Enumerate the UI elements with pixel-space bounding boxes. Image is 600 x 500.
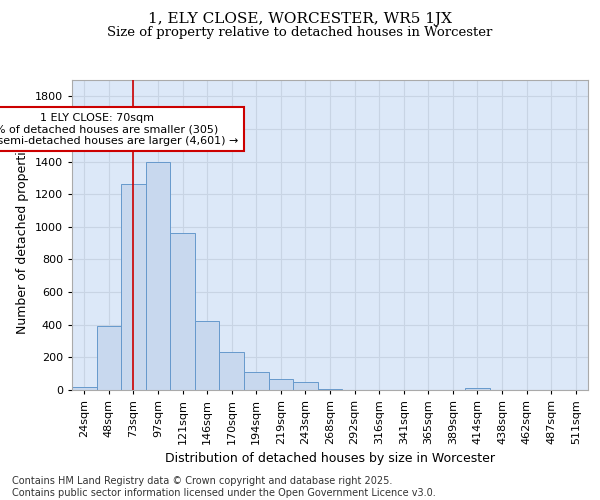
Y-axis label: Number of detached properties: Number of detached properties (16, 136, 29, 334)
Bar (465, 388, 490, 390)
Bar (195, 322, 220, 390)
Bar (97, 326, 121, 390)
Text: 1 ELY CLOSE: 70sqm
← 6% of detached houses are smaller (305)
93% of semi-detache: 1 ELY CLOSE: 70sqm ← 6% of detached hous… (0, 112, 238, 146)
Bar (318, 389, 342, 390)
Bar (146, 162, 170, 390)
X-axis label: Distribution of detached houses by size in Worcester: Distribution of detached houses by size … (165, 452, 495, 466)
Text: Contains HM Land Registry data © Crown copyright and database right 2025.
Contai: Contains HM Land Registry data © Crown c… (12, 476, 436, 498)
Bar (293, 382, 318, 390)
Text: 1, ELY CLOSE, WORCESTER, WR5 1JX: 1, ELY CLOSE, WORCESTER, WR5 1JX (148, 12, 452, 26)
Bar (121, 184, 146, 390)
Bar (269, 380, 293, 390)
Bar (220, 352, 244, 390)
Bar (170, 234, 195, 390)
Bar (244, 372, 269, 390)
Text: Size of property relative to detached houses in Worcester: Size of property relative to detached ho… (107, 26, 493, 39)
Bar (72, 386, 97, 390)
